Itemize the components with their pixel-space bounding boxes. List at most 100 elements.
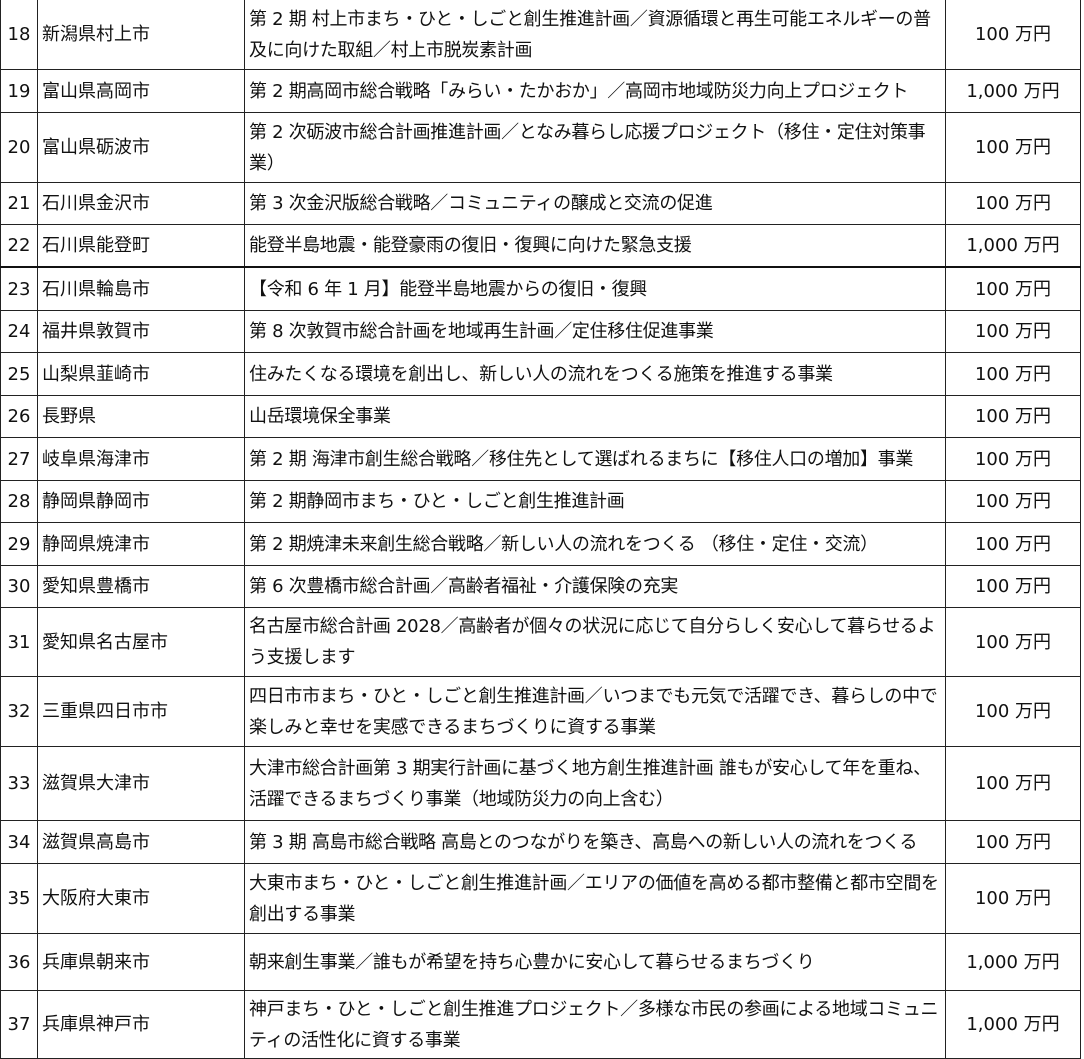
donation-amount: 1,000 万円 xyxy=(945,69,1081,113)
row-number: 36 xyxy=(0,933,38,991)
row-number: 22 xyxy=(0,224,38,268)
donation-amount: 100 万円 xyxy=(945,863,1081,934)
donation-amount: 100 万円 xyxy=(945,820,1081,864)
donation-amount: 100 万円 xyxy=(945,395,1081,438)
municipality-name: 滋賀県高島市 xyxy=(37,820,245,864)
project-description: 住みたくなる環境を創出し、新しい人の流れをつくる施策を推進する事業 xyxy=(244,352,946,396)
municipality-name: 兵庫県朝来市 xyxy=(37,933,245,991)
row-number: 21 xyxy=(0,182,38,225)
project-description: 第 2 期静岡市まち・ひと・しごと創生推進計画 xyxy=(244,480,946,523)
row-number: 25 xyxy=(0,352,38,396)
donation-amount: 100 万円 xyxy=(945,266,1081,311)
municipality-name: 兵庫県神戸市 xyxy=(37,990,245,1059)
donation-amount: 100 万円 xyxy=(945,182,1081,225)
row-number: 28 xyxy=(0,480,38,523)
row-number: 19 xyxy=(0,69,38,113)
donation-amount: 100 万円 xyxy=(945,310,1081,353)
table-row: 26 長野県 山岳環境保全事業 100 万円 xyxy=(0,395,1081,438)
table-row: 25 山梨県韮崎市 住みたくなる環境を創出し、新しい人の流れをつくる施策を推進する事… xyxy=(0,352,1081,396)
donation-amount: 100 万円 xyxy=(945,437,1081,481)
table-row: 36 兵庫県朝来市 朝来創生事業／誰もが希望を持ち心豊かに安心して暮らせるまちづくり… xyxy=(0,933,1081,991)
row-number: 29 xyxy=(0,522,38,566)
donation-amount: 100 万円 xyxy=(945,0,1081,70)
project-description: 第 3 次金沢版総合戦略／コミュニティの醸成と交流の促進 xyxy=(244,182,946,225)
donation-amount: 100 万円 xyxy=(945,746,1081,821)
municipality-name: 石川県能登町 xyxy=(37,224,245,268)
municipality-name: 福井県敦賀市 xyxy=(37,310,245,353)
project-description: 第 2 期高岡市総合戦略「みらい・たかおか」／高岡市地域防災力向上プロジェクト xyxy=(244,69,946,113)
row-number: 24 xyxy=(0,310,38,353)
table-row: 33 滋賀県大津市 大津市総合計画第 3 期実行計画に基づく地方創生推進計画 誰もが… xyxy=(0,746,1081,821)
municipality-name: 富山県砺波市 xyxy=(37,112,245,183)
table-row: 21 石川県金沢市第 3 次金沢版総合戦略／コミュニティの醸成と交流の促進 100 … xyxy=(0,182,1081,225)
project-description: 第 3 期 高島市総合戦略 高島とのつながりを築き、高島への新しい人の流れをつく… xyxy=(244,820,946,864)
municipality-name: 石川県金沢市 xyxy=(37,182,245,225)
municipality-name: 新潟県村上市 xyxy=(37,0,245,70)
table-row: 19 富山県高岡市第 2 期高岡市総合戦略「みらい・たかおか」／高岡市地域防災力向… xyxy=(0,69,1081,113)
table-row: 30 愛知県豊橋市第 6 次豊橋市総合計画／高齢者福祉・介護保険の充実 100 万円 xyxy=(0,565,1081,608)
row-number: 18 xyxy=(0,0,38,70)
municipality-name: 静岡県静岡市 xyxy=(37,480,245,523)
donation-amount: 1,000 万円 xyxy=(945,990,1081,1059)
table-row: 32 三重県四日市市 四日市市まち・ひと・しごと創生推進計画／いつまでも元気で活躍で… xyxy=(0,676,1081,747)
row-number: 30 xyxy=(0,565,38,608)
table-row: 27 岐阜県海津市第 2 期 海津市創生総合戦略／移住先として選ばれるまちに【移住… xyxy=(0,437,1081,481)
municipality-name: 石川県輪島市 xyxy=(37,266,245,311)
municipality-name: 長野県 xyxy=(37,395,245,438)
donation-amount: 100 万円 xyxy=(945,522,1081,566)
row-number: 23 xyxy=(0,266,38,311)
project-description: 四日市市まち・ひと・しごと創生推進計画／いつまでも元気で活躍でき、暮らしの中で楽… xyxy=(244,676,946,747)
donation-amount: 100 万円 xyxy=(945,607,1081,677)
table-row: 31 愛知県名古屋市 名古屋市総合計画 2028／高齢者が個々の状況に応じて自分らし… xyxy=(0,607,1081,677)
donation-amount: 100 万円 xyxy=(945,352,1081,396)
project-description: 第 8 次敦賀市総合計画を地域再生計画／定住移住促進事業 xyxy=(244,310,946,353)
table-row: 28 静岡県静岡市第 2 期静岡市まち・ひと・しごと創生推進計画 100 万円 xyxy=(0,480,1081,523)
project-description: 名古屋市総合計画 2028／高齢者が個々の状況に応じて自分らしく安心して暮らせる… xyxy=(244,607,946,677)
table-row: 35 大阪府大東市 大東市まち・ひと・しごと創生推進計画／エリアの価値を高める都市整… xyxy=(0,863,1081,934)
table-row: 22 石川県能登町 能登半島地震・能登豪雨の復旧・復興に向けた緊急支援 1,000 万… xyxy=(0,224,1081,268)
municipality-name: 岐阜県海津市 xyxy=(37,437,245,481)
row-number: 20 xyxy=(0,112,38,183)
donation-amount: 1,000 万円 xyxy=(945,224,1081,268)
municipality-name: 富山県高岡市 xyxy=(37,69,245,113)
municipality-name: 大阪府大東市 xyxy=(37,863,245,934)
project-description: 山岳環境保全事業 xyxy=(244,395,946,438)
donation-amount: 100 万円 xyxy=(945,480,1081,523)
row-number: 27 xyxy=(0,437,38,481)
row-number: 37 xyxy=(0,990,38,1059)
municipality-name: 三重県四日市市 xyxy=(37,676,245,747)
row-number: 35 xyxy=(0,863,38,934)
project-description: 第 6 次豊橋市総合計画／高齢者福祉・介護保険の充実 xyxy=(244,565,946,608)
row-number: 34 xyxy=(0,820,38,864)
row-number: 33 xyxy=(0,746,38,821)
project-description: 大東市まち・ひと・しごと創生推進計画／エリアの価値を高める都市整備と都市空間を創… xyxy=(244,863,946,934)
municipality-name: 愛知県名古屋市 xyxy=(37,607,245,677)
project-description: 朝来創生事業／誰もが希望を持ち心豊かに安心して暮らせるまちづくり xyxy=(244,933,946,991)
table-row: 37 兵庫県神戸市 神戸まち・ひと・しごと創生推進プロジェクト／多様な市民の参画によ… xyxy=(0,990,1081,1059)
row-number: 31 xyxy=(0,607,38,677)
municipality-name: 愛知県豊橋市 xyxy=(37,565,245,608)
project-description: 第 2 期 海津市創生総合戦略／移住先として選ばれるまちに【移住人口の増加】事業 xyxy=(244,437,946,481)
table-row: 29 静岡県焼津市第 2 期焼津未来創生総合戦略／新しい人の流れをつくる （移住・… xyxy=(0,522,1081,566)
table-row: 34 滋賀県高島市第 3 期 高島市総合戦略 高島とのつながりを築き、高島への新し… xyxy=(0,820,1081,864)
project-description: 神戸まち・ひと・しごと創生推進プロジェクト／多様な市民の参画による地域コミュニテ… xyxy=(244,990,946,1059)
project-description: 第 2 期焼津未来創生総合戦略／新しい人の流れをつくる （移住・定住・交流） xyxy=(244,522,946,566)
project-description: 大津市総合計画第 3 期実行計画に基づく地方創生推進計画 誰もが安心して年を重ね… xyxy=(244,746,946,821)
municipality-name: 静岡県焼津市 xyxy=(37,522,245,566)
donation-amount: 100 万円 xyxy=(945,565,1081,608)
municipality-name: 滋賀県大津市 xyxy=(37,746,245,821)
table-row: 18 新潟県村上市第 2 期 村上市まち・ひと・しごと創生推進計画／資源循環と再生… xyxy=(0,0,1081,70)
table-row: 20 富山県砺波市第 2 次砺波市総合計画推進計画／となみ暮らし応援プロジェクト（… xyxy=(0,112,1081,183)
project-description: 能登半島地震・能登豪雨の復旧・復興に向けた緊急支援 xyxy=(244,224,946,268)
table-row: 24 福井県敦賀市第 8 次敦賀市総合計画を地域再生計画／定住移住促進事業 100 … xyxy=(0,310,1081,353)
project-description: 第 2 期 村上市まち・ひと・しごと創生推進計画／資源循環と再生可能エネルギーの… xyxy=(244,0,946,70)
donation-amount: 1,000 万円 xyxy=(945,933,1081,991)
table-row: 23 石川県輪島市 【令和 6 年 1 月】能登半島地震からの復旧・復興 100 万円 xyxy=(0,266,1081,311)
project-description: 【令和 6 年 1 月】能登半島地震からの復旧・復興 xyxy=(244,266,946,311)
project-description: 第 2 次砺波市総合計画推進計画／となみ暮らし応援プロジェクト（移住・定住対策事… xyxy=(244,112,946,183)
donation-amount: 100 万円 xyxy=(945,676,1081,747)
row-number: 26 xyxy=(0,395,38,438)
row-number: 32 xyxy=(0,676,38,747)
donation-amount: 100 万円 xyxy=(945,112,1081,183)
